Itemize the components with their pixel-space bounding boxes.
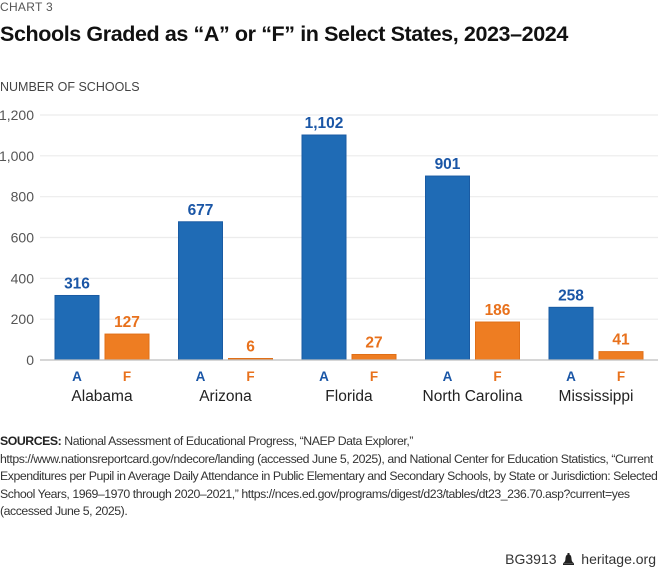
- series-label: F: [370, 369, 378, 384]
- y-axis-label: NUMBER OF SCHOOLS: [0, 80, 140, 94]
- bar-a-north-carolina: [425, 175, 470, 361]
- value-labels: 316 127 677 6 1,102 27 901 186 258 41: [64, 115, 630, 355]
- bar-f-north-carolina: [475, 321, 520, 361]
- series-label: F: [617, 369, 625, 384]
- sources-note: SOURCES: National Assessment of Educatio…: [0, 433, 658, 521]
- series-label: F: [493, 369, 501, 384]
- value-label: 6: [246, 339, 255, 356]
- bars: [54, 134, 644, 361]
- y-tick-label: 800: [11, 189, 35, 205]
- footer: BG3913 heritage.org: [505, 551, 656, 567]
- y-tick-label: 0: [26, 352, 34, 368]
- x-labels: A F Alabama A F Arizona A F Florida A F North Carol…: [71, 369, 633, 405]
- series-label: F: [246, 369, 254, 384]
- category-label: Alabama: [71, 388, 133, 405]
- bar-f-florida: [351, 353, 397, 361]
- category-label: North Carolina: [423, 388, 523, 405]
- value-label: 258: [558, 287, 584, 304]
- series-label: A: [566, 369, 576, 384]
- series-label: A: [72, 369, 82, 384]
- y-tick-label: 1,000: [0, 148, 34, 164]
- y-tick-label: 200: [11, 311, 35, 327]
- series-label: F: [123, 369, 131, 384]
- category-label: Mississippi: [559, 388, 634, 405]
- category-label: Florida: [325, 388, 373, 405]
- bar-f-alabama: [104, 333, 150, 361]
- y-tick-label: 600: [11, 230, 35, 246]
- value-label: 901: [435, 156, 461, 173]
- report-code: BG3913: [505, 551, 557, 567]
- value-label: 1,102: [305, 115, 344, 132]
- y-tick-label: 400: [11, 270, 35, 286]
- value-label: 27: [365, 334, 382, 351]
- sources-label: SOURCES:: [0, 434, 62, 448]
- y-tick-label: 1,200: [0, 107, 34, 123]
- value-label: 677: [188, 202, 214, 219]
- series-label: A: [319, 369, 329, 384]
- liberty-bell-icon: [563, 551, 575, 567]
- bar-a-mississippi: [548, 306, 594, 361]
- value-label: 127: [114, 314, 140, 331]
- bar-a-florida: [301, 134, 347, 361]
- value-label: 41: [612, 332, 630, 349]
- bar-chart: 0 200 400 600 800 1,000 1,200 316 127 677 6 1,102 2…: [0, 107, 658, 405]
- series-label: A: [196, 369, 206, 384]
- website: heritage.org: [581, 551, 656, 567]
- category-label: Arizona: [199, 388, 252, 405]
- chart-kicker: CHART 3: [0, 0, 54, 14]
- bar-a-alabama: [54, 294, 100, 361]
- value-label: 316: [64, 275, 90, 292]
- series-label: A: [443, 369, 453, 384]
- bar-a-arizona: [178, 221, 223, 361]
- value-label: 186: [485, 302, 511, 319]
- bar-f-mississippi: [598, 351, 644, 361]
- sources-text: National Assessment of Educational Progr…: [0, 434, 658, 518]
- chart-title: Schools Graded as “A” or “F” in Select S…: [0, 22, 568, 46]
- y-tick-labels: 0 200 400 600 800 1,000 1,200: [0, 107, 34, 368]
